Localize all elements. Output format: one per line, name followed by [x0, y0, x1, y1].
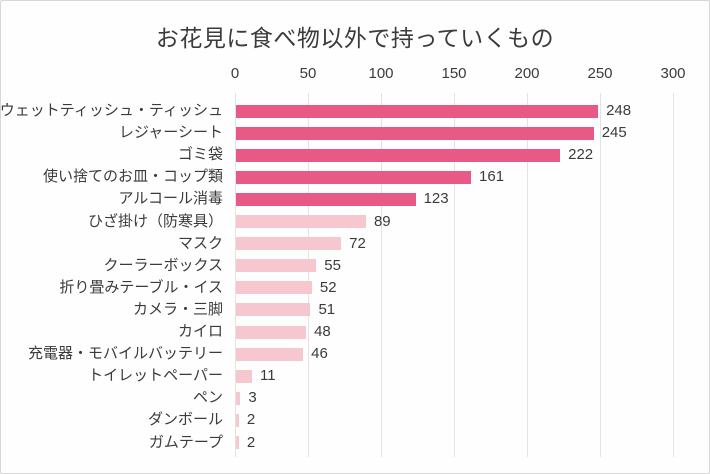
category-label: ひざ掛け（防寒具） — [87, 212, 223, 230]
bar-row: クーラーボックス 55 — [1, 255, 709, 277]
bar-row: トイレットペーパー 11 — [1, 365, 709, 387]
bar — [236, 259, 317, 273]
category-label: 充電器・モバイルバッテリー — [27, 345, 223, 363]
bar — [236, 148, 561, 162]
bar-row: カイロ 48 — [1, 321, 709, 343]
value-label: 48 — [314, 323, 331, 340]
bar — [236, 369, 253, 383]
x-axis-tick: 150 — [441, 65, 467, 82]
x-axis-tick: 0 — [230, 65, 240, 82]
category-label: マスク — [177, 234, 223, 252]
bar — [236, 237, 342, 251]
bar — [236, 281, 312, 295]
gridline — [235, 93, 236, 457]
gridline — [527, 93, 528, 457]
category-label: カイロ — [177, 323, 223, 340]
bar — [236, 391, 241, 405]
category-label: ウェットティッシュ・ティッシュ — [0, 102, 223, 119]
value-label: 46 — [311, 345, 328, 363]
value-label: 161 — [479, 168, 505, 186]
value-label: 2 — [246, 411, 256, 429]
bar-row: ガムテープ 2 — [1, 432, 709, 454]
category-label: カメラ・三脚 — [132, 300, 223, 318]
chart-title: お花見に食べ物以外で持っていくもの — [155, 25, 555, 51]
category-label: ダンボール — [147, 411, 223, 429]
category-label: レジャーシート — [119, 124, 223, 142]
value-label: 2 — [246, 433, 256, 451]
bar — [236, 170, 472, 184]
value-label: 222 — [568, 146, 594, 164]
bar-row: ウェットティッシュ・ティッシュ 248 — [1, 100, 709, 122]
bar — [236, 347, 304, 361]
value-label: 52 — [319, 278, 337, 296]
value-label: 11 — [260, 367, 276, 385]
value-label: 72 — [349, 234, 366, 252]
gridline — [673, 93, 674, 457]
category-label: ゴミ袋 — [177, 146, 223, 164]
category-label: 使い捨てのお皿・コップ類 — [42, 168, 223, 186]
bar-row: ゴミ袋 222 — [1, 144, 709, 166]
bar-row: マスク 72 — [1, 233, 709, 255]
category-label: クーラーボックス — [103, 256, 223, 274]
bar — [236, 436, 239, 449]
bar — [236, 325, 307, 339]
bar — [236, 192, 416, 206]
value-label: 3 — [248, 389, 257, 407]
x-axis-tick: 100 — [368, 65, 394, 82]
gridline — [600, 93, 601, 457]
bar-row: ダンボール 2 — [1, 409, 709, 431]
bar-row: 折り畳みテーブル・イス 52 — [1, 277, 709, 299]
bar-row: レジャーシート 245 — [1, 122, 709, 144]
category-label: ガムテープ — [148, 433, 223, 451]
bar-row: カメラ・三脚 51 — [1, 299, 709, 321]
bar — [236, 413, 239, 427]
category-label: トイレットペーパー — [88, 367, 223, 385]
value-label: 89 — [373, 212, 391, 230]
bar — [236, 126, 594, 140]
bar — [236, 104, 599, 118]
bar-row: 充電器・モバイルバッテリー 46 — [1, 343, 709, 365]
x-axis-tick: 300 — [660, 65, 686, 82]
value-label: 248 — [606, 102, 632, 119]
gridline — [381, 93, 382, 457]
x-axis-tick: 250 — [587, 65, 613, 82]
value-label: 55 — [324, 256, 341, 274]
gridline — [308, 93, 309, 457]
value-label: 123 — [423, 190, 449, 208]
value-label: 51 — [318, 300, 336, 318]
x-axis-tick: 200 — [514, 65, 540, 82]
bar-row: ペン 3 — [1, 387, 709, 409]
value-label: 245 — [601, 124, 627, 142]
category-label: ペン — [192, 389, 223, 407]
gridline — [454, 93, 455, 457]
bar — [236, 303, 311, 317]
x-axis-tick: 50 — [299, 65, 317, 82]
category-label: 折り畳みテーブル・イス — [59, 278, 223, 296]
bar-row: アルコール消毒 123 — [1, 188, 709, 210]
bar — [236, 215, 366, 228]
bar-row: 使い捨てのお皿・コップ類 161 — [1, 166, 709, 188]
bar-row: ひざ掛け（防寒具） 89 — [1, 211, 709, 233]
category-label: アルコール消毒 — [118, 190, 223, 208]
